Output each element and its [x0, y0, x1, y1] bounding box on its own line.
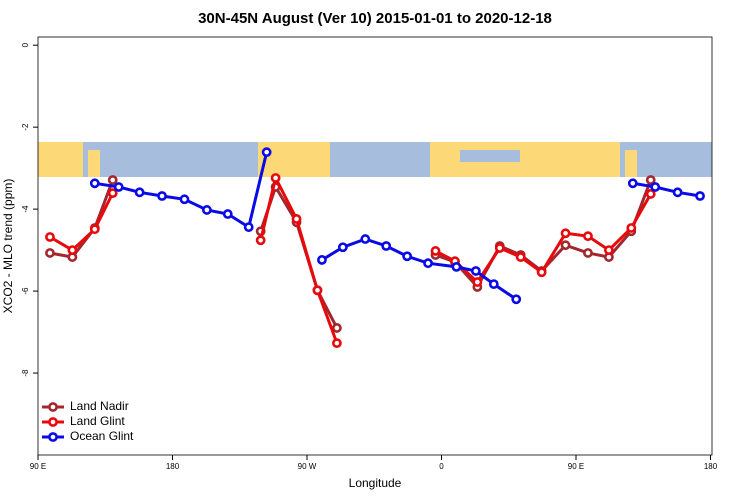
legend-marker [48, 432, 58, 442]
point [134, 187, 145, 198]
point [451, 261, 462, 272]
map-land [258, 142, 330, 177]
x-tick-label: 90 E [30, 462, 46, 471]
y-tick-label: -2 [21, 123, 30, 131]
point [331, 323, 342, 333]
point [560, 240, 571, 251]
point [583, 231, 593, 242]
point [472, 277, 483, 287]
series-line [49, 179, 653, 329]
legend-label: Land Nadir [70, 399, 129, 413]
point [430, 246, 441, 256]
point [89, 178, 100, 189]
point [243, 222, 254, 233]
point [337, 242, 348, 253]
y-tick-label: -6 [21, 287, 30, 295]
legend-label: Ocean Glint [70, 429, 134, 443]
legend-marker [48, 417, 58, 427]
map-land [38, 142, 83, 177]
point [627, 178, 638, 189]
point [317, 255, 327, 265]
point [645, 189, 656, 199]
point [645, 175, 656, 185]
point [603, 245, 614, 255]
point [67, 245, 78, 255]
point [107, 175, 118, 185]
point [672, 187, 683, 198]
point [179, 194, 190, 205]
point [291, 214, 302, 224]
point [255, 235, 266, 246]
point [511, 294, 522, 305]
x-tick-label: 180 [166, 462, 180, 471]
point [381, 241, 392, 251]
x-tick-label: 90 E [568, 462, 584, 471]
point [107, 188, 118, 199]
series-line [49, 173, 653, 344]
legend-label: Land Glint [70, 414, 125, 428]
map-strip [38, 142, 712, 177]
point [488, 279, 499, 290]
x-tick-label: 90 W [298, 462, 317, 471]
point [583, 248, 593, 258]
point [157, 191, 167, 201]
point [45, 248, 55, 258]
map-land [88, 150, 100, 177]
point [312, 285, 323, 296]
point [222, 209, 233, 219]
point [650, 182, 661, 192]
y-tick-label: 0 [21, 42, 30, 47]
map-land [430, 142, 620, 177]
point [45, 232, 55, 242]
point [423, 258, 433, 269]
chart-title: 30N-45N August (Ver 10) 2015-01-01 to 20… [198, 10, 552, 27]
x-tick-label: 180 [704, 462, 718, 471]
x-tick-label: 0 [439, 462, 444, 471]
point [201, 205, 212, 215]
point [626, 223, 637, 233]
y-tick-label: -4 [21, 205, 30, 213]
map-land [625, 150, 637, 177]
point [113, 182, 124, 192]
point [494, 243, 505, 253]
point [261, 147, 272, 158]
x-axis-label: Longitude [349, 476, 402, 490]
y-tick-label: -8 [21, 369, 30, 377]
point [360, 234, 371, 244]
legend-marker [48, 402, 58, 412]
point [470, 266, 481, 276]
point [331, 338, 342, 349]
point [89, 224, 100, 235]
point [402, 251, 413, 262]
y-axis-label: XCO2 - MLO trend (ppm) [1, 179, 15, 314]
point [515, 252, 526, 262]
plot-box [37, 36, 713, 456]
point [695, 191, 705, 201]
map-sea [460, 150, 520, 162]
point [270, 173, 281, 183]
point [560, 228, 571, 239]
point [536, 267, 547, 278]
